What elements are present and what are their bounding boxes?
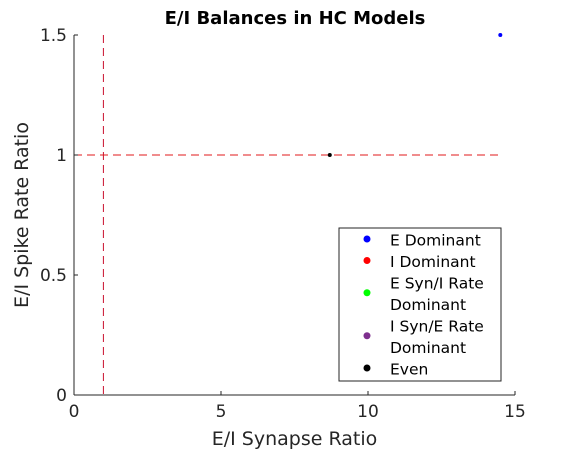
legend-marker [363,289,371,297]
y-ticks: 0 0.5 1 1.5 [40,26,78,406]
y-tick-label: 1 [56,146,67,166]
x-tick-label: 5 [216,402,227,422]
legend-label: Dominant [390,339,466,357]
data-point [498,33,503,37]
axes: 0 5 10 15 0 0.5 1 1.5 [40,26,526,422]
legend-marker [363,235,371,243]
legend-label: E Dominant [390,232,481,250]
legend-label: I Dominant [390,253,476,271]
legend-label: Dominant [390,296,466,314]
x-axis-label: E/I Synapse Ratio [212,428,378,450]
legend: E Dominant I Dominant E Syn/I Rate Dominant… [338,227,502,382]
legend-label: Even [390,361,428,379]
legend-marker [363,364,371,372]
data-point [327,153,332,157]
legend-box [338,227,502,382]
legend-marker [363,257,371,264]
legend-marker [363,332,371,340]
data-points [327,33,503,157]
legend-label: E Syn/I Rate [390,275,484,293]
y-tick-label: 0 [56,386,67,406]
x-tick-label: 0 [69,402,80,422]
y-tick-label: 1.5 [40,26,67,46]
x-tick-label: 10 [357,402,379,422]
x-ticks: 0 5 10 15 [69,391,526,422]
y-tick-label: 0.5 [40,266,67,286]
y-axis-label: E/I Spike Rate Ratio [11,122,33,308]
legend-label: I Syn/E Rate [390,318,484,336]
reference-lines [74,35,501,395]
x-tick-label: 15 [504,402,526,422]
chart-title: E/I Balances in HC Models [165,8,426,29]
